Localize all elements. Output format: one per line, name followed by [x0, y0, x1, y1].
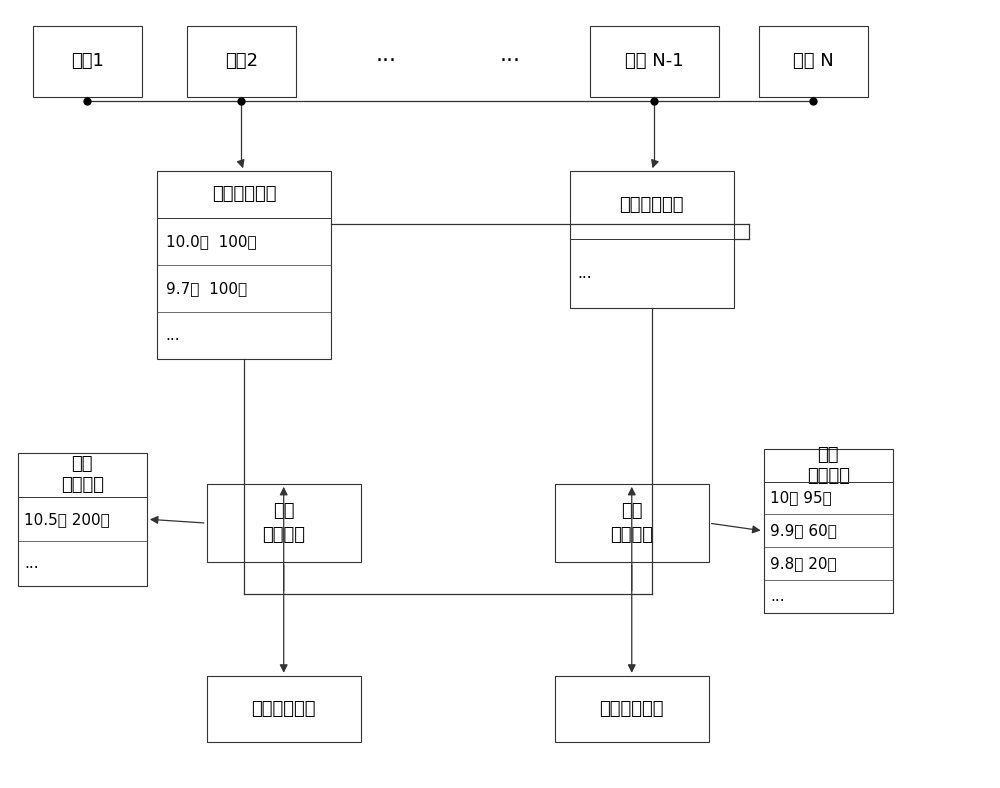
Text: 9.8元 20份: 9.8元 20份: [770, 556, 837, 571]
Text: 10元 95份: 10元 95份: [770, 491, 832, 506]
Text: 10.0元  100份: 10.0元 100份: [166, 234, 256, 249]
Text: 卖出
撮合线程: 卖出 撮合线程: [262, 502, 305, 544]
Bar: [207, 675, 361, 742]
Text: 9.7元  100份: 9.7元 100份: [166, 281, 247, 296]
Bar: [18, 452, 147, 585]
Text: ...: ...: [770, 589, 785, 604]
Bar: [590, 26, 719, 97]
Text: 端口1: 端口1: [71, 53, 104, 70]
Bar: [555, 675, 709, 742]
Text: 端口 N-1: 端口 N-1: [625, 53, 683, 70]
Bar: [759, 26, 868, 97]
Text: ...: ...: [166, 328, 180, 343]
Text: 交易结果队列: 交易结果队列: [251, 700, 316, 718]
Bar: [33, 26, 142, 97]
Text: ···: ···: [499, 51, 520, 72]
Text: 卖出交易队列: 卖出交易队列: [212, 185, 276, 203]
Text: ...: ...: [24, 556, 39, 571]
Text: ···: ···: [375, 51, 396, 72]
Text: 9.9元 60份: 9.9元 60份: [770, 523, 837, 538]
Bar: [555, 484, 709, 562]
Bar: [157, 171, 331, 359]
Bar: [570, 171, 734, 308]
Text: 10.5元 200份: 10.5元 200份: [24, 511, 110, 526]
Text: 端口2: 端口2: [225, 53, 258, 70]
Bar: [187, 26, 296, 97]
Text: 买入
撮合线程: 买入 撮合线程: [610, 502, 653, 544]
Text: 卖出
混合队列: 卖出 混合队列: [61, 455, 104, 494]
Text: 端口 N: 端口 N: [793, 53, 834, 70]
Text: 买入
混合队列: 买入 混合队列: [807, 446, 850, 485]
Bar: [207, 484, 361, 562]
Text: 交易结果队列: 交易结果队列: [600, 700, 664, 718]
Text: 买入交易队列: 买入交易队列: [619, 196, 684, 214]
Bar: [764, 449, 893, 613]
Text: ...: ...: [578, 266, 592, 281]
